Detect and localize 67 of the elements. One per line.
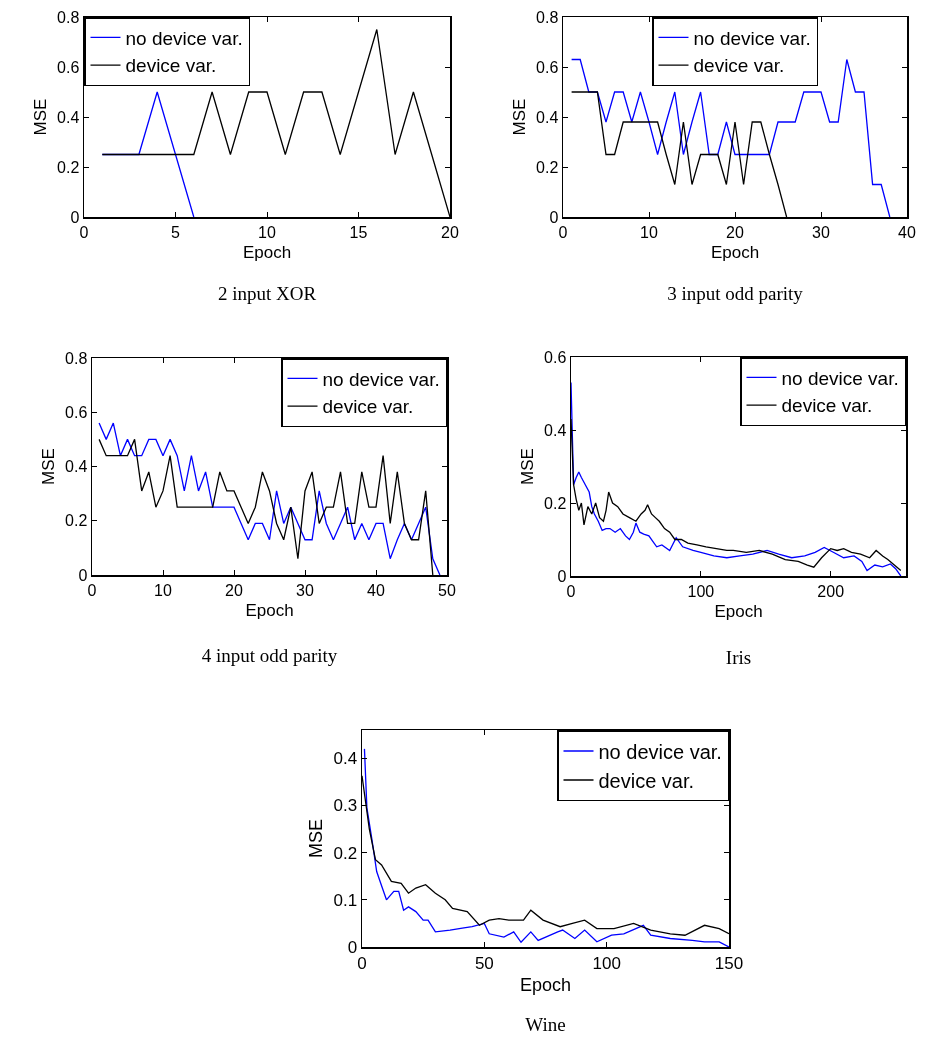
y-tick-label: 0.6	[536, 58, 559, 76]
legend-label: no device var.	[693, 27, 811, 49]
y-tick-label: 0.6	[65, 403, 88, 421]
text: 2 input XOR	[217, 283, 317, 304]
text: Iris	[725, 647, 752, 668]
x-tick-label: 15	[349, 223, 368, 241]
legend-label: device var.	[781, 395, 873, 417]
y-tick-label: 0	[347, 937, 358, 957]
x-tick-label: 30	[812, 223, 830, 241]
y-tick-label: 0.2	[536, 158, 559, 176]
y-tick-label: 0.8	[57, 8, 80, 26]
y-axis-title: MSE	[305, 818, 326, 859]
y-tick-label: 0.8	[65, 349, 88, 367]
x-tick-label: 50	[474, 953, 494, 973]
x-axis-title: Epoch	[242, 242, 292, 262]
x-tick-label: 10	[154, 581, 172, 599]
x-tick-label: 20	[225, 581, 243, 599]
text: Wine	[525, 1014, 566, 1035]
legend-label: no device var.	[125, 27, 243, 49]
x-axis-title: Epoch	[714, 601, 763, 621]
legend-label: device var.	[598, 769, 695, 792]
x-tick-label: 100	[687, 582, 715, 600]
x-tick-label: 5	[171, 223, 181, 241]
legend-label: device var.	[125, 55, 217, 77]
y-tick-label: 0	[78, 566, 88, 584]
x-tick-label: 30	[296, 581, 314, 599]
y-axis-title: MSE	[509, 98, 529, 136]
text: 4 input odd parity	[201, 645, 338, 666]
y-axis-title: MSE	[30, 98, 50, 136]
x-tick-label: 20	[441, 223, 459, 241]
legend-label: device var.	[322, 396, 414, 418]
y-tick-label: 0.4	[65, 458, 88, 476]
y-tick-label: 0.1	[333, 890, 358, 910]
y-tick-label: 0.2	[333, 843, 358, 863]
legend-label: no device var.	[598, 740, 722, 763]
legend-label: no device var.	[322, 368, 440, 390]
y-tick-label: 0	[70, 208, 80, 226]
x-tick-label: 40	[367, 581, 385, 599]
x-tick-label: 20	[726, 223, 744, 241]
y-tick-label: 0.6	[544, 348, 567, 366]
text: 3 input odd parity	[667, 283, 804, 304]
x-tick-label: 50	[438, 581, 456, 599]
x-axis-title: Epoch	[245, 600, 294, 620]
y-tick-label: 0.2	[57, 158, 80, 176]
y-axis-title: MSE	[517, 448, 537, 485]
y-tick-label: 0.2	[544, 494, 567, 512]
y-tick-label: 0.8	[536, 8, 559, 26]
y-tick-label: 0.6	[57, 58, 80, 76]
y-tick-label: 0	[557, 567, 567, 585]
y-tick-label: 0	[549, 208, 559, 226]
x-tick-label: 100	[592, 953, 621, 973]
x-axis-title: Epoch	[519, 974, 572, 995]
x-tick-label: 40	[898, 223, 916, 241]
y-tick-label: 0.2	[65, 512, 88, 530]
y-axis-title: MSE	[38, 448, 58, 485]
y-tick-label: 0.4	[333, 749, 358, 769]
x-axis-title: Epoch	[710, 242, 760, 262]
x-tick-label: 200	[817, 582, 845, 600]
x-tick-label: 150	[714, 953, 744, 973]
legend-label: no device var.	[781, 367, 899, 389]
x-tick-label: 10	[640, 223, 658, 241]
y-tick-label: 0.4	[544, 421, 567, 439]
y-tick-label: 0.4	[536, 108, 559, 126]
y-tick-label: 0.3	[333, 796, 358, 816]
x-tick-label: 10	[258, 223, 276, 241]
legend-label: device var.	[693, 55, 785, 77]
y-tick-label: 0.4	[57, 108, 80, 126]
